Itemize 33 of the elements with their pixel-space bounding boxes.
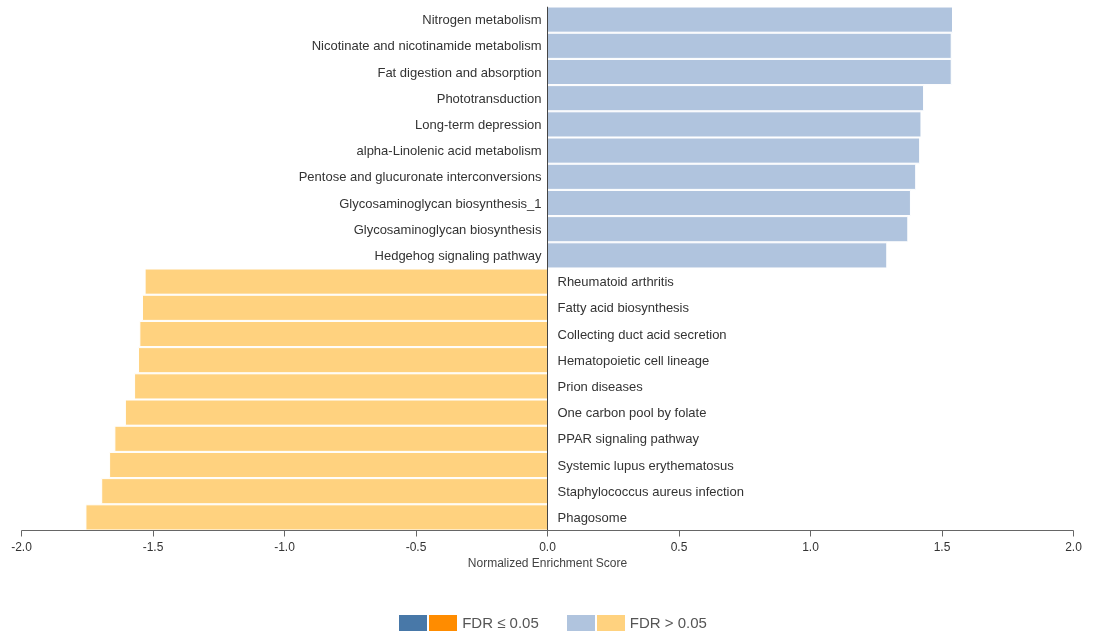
legend-label: FDR > 0.05 — [629, 614, 707, 632]
x-axis-title: Normalized Enrichment Score — [467, 555, 628, 570]
y-tick-label: PPAR signaling pathway — [557, 431, 700, 447]
y-tick-label: Glycosaminoglycan biosynthesis_1 — [339, 195, 542, 211]
y-tick-label: Hematopoietic cell lineage — [557, 352, 710, 368]
x-tick-label: 0.5 — [670, 539, 688, 554]
y-tick-label: Staphylococcus aureus infection — [557, 483, 744, 499]
y-tick-label: Long-term depression — [415, 116, 542, 132]
y-tick-label: Nitrogen metabolism — [422, 12, 542, 28]
x-tick-label: -2.0 — [11, 539, 33, 554]
x-tick-label: -1.5 — [142, 539, 164, 554]
y-tick-label: Systemic lupus erythematosus — [557, 457, 735, 473]
y-tick-label: One carbon pool by folate — [557, 405, 707, 421]
y-tick-label: alpha-Linolenic acid metabolism — [356, 143, 542, 159]
y-tick-label: Fatty acid biosynthesis — [557, 300, 690, 316]
y-tick-label: Nicotinate and nicotinamide metabolism — [311, 38, 542, 54]
y-tick-label: Hedgehog signaling pathway — [374, 247, 542, 263]
x-tick-label: 2.0 — [1065, 539, 1083, 554]
y-tick-label: Rheumatoid arthritis — [557, 274, 675, 290]
x-tick-label: 1.0 — [802, 539, 820, 554]
y-tick-label: Collecting duct acid secretion — [557, 326, 727, 342]
y-tick-label: Glycosaminoglycan biosynthesis — [353, 221, 542, 237]
y-tick-label: Phototransduction — [436, 90, 542, 106]
x-tick-label: 0.0 — [539, 539, 557, 554]
y-tick-label: Prion diseases — [557, 378, 644, 394]
y-tick-label: Phagosome — [557, 509, 627, 525]
x-tick-label: -1.0 — [274, 539, 296, 554]
x-tick-label: -0.5 — [405, 539, 427, 554]
y-tick-label: Fat digestion and absorption — [377, 64, 542, 80]
x-tick-label: 1.5 — [933, 539, 951, 554]
y-tick-label: Pentose and glucuronate interconversions — [298, 169, 542, 185]
legend: FDR ≤ 0.05 FDR > 0.05 — [5, 577, 1096, 634]
legend-label: FDR ≤ 0.05 — [462, 614, 539, 632]
